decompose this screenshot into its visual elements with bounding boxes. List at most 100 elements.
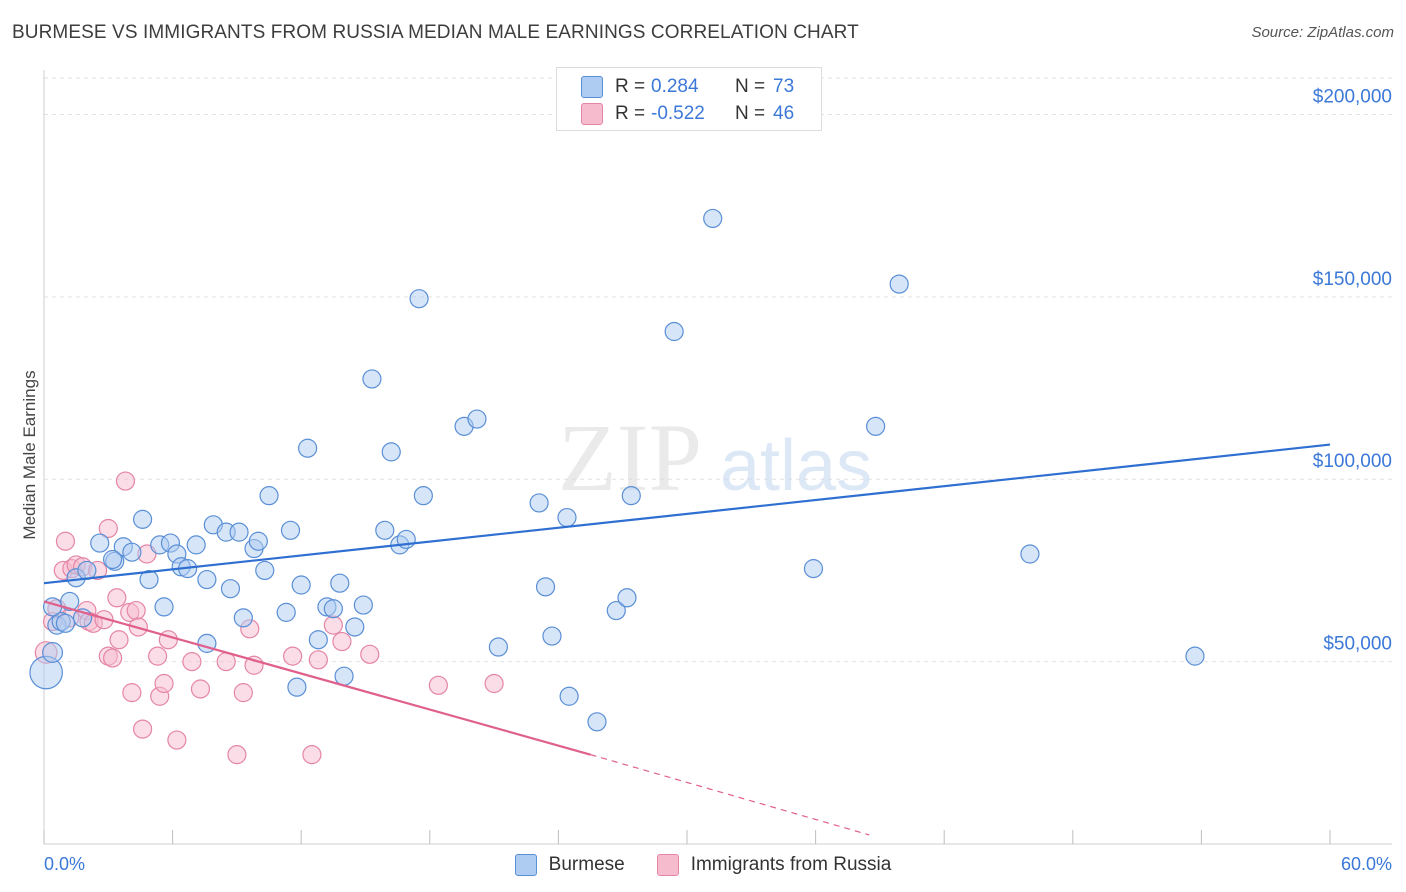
legend-item-burmese[interactable]: Burmese — [514, 854, 625, 876]
burmese-point — [889, 274, 909, 294]
burmese-swatch — [581, 76, 603, 98]
burmese-point — [529, 493, 549, 513]
legend-row-russia: R = -0.522 N = 46 — [581, 101, 794, 127]
burmese-point — [139, 569, 159, 590]
russia-point — [98, 518, 118, 539]
russia-swatch — [581, 103, 603, 125]
burmese-point — [248, 531, 268, 551]
russia-point — [332, 631, 352, 652]
russia-point — [102, 648, 123, 668]
x-tick-label-max: 60.0% — [1341, 854, 1392, 874]
russia-point — [115, 471, 136, 491]
burmese-point — [220, 579, 241, 599]
russia-point — [484, 673, 504, 694]
russia-point — [107, 588, 127, 608]
burmese-point — [866, 416, 886, 436]
n-value: 73 — [773, 76, 795, 97]
burmese-point — [229, 522, 249, 542]
chart-title: BURMESE VS IMMIGRANTS FROM RUSSIA MEDIAN… — [12, 22, 859, 43]
burmese-point — [255, 560, 275, 581]
burmese-point — [330, 573, 350, 593]
russia-point — [190, 679, 211, 699]
russia-point — [302, 745, 322, 765]
burmese-point — [621, 486, 641, 506]
y-tick-labels: $50,000 $100,000 $150,000 $200,000 — [1313, 86, 1392, 654]
legend-row-burmese: R = 0.284 N = 73 — [581, 74, 794, 100]
series-legend: Burmese Immigrants from Russia — [0, 852, 1406, 878]
russia-point — [308, 650, 328, 670]
burmese-point — [154, 597, 174, 617]
burmese-point — [287, 677, 307, 697]
burmese-point — [276, 602, 296, 622]
burmese-point — [345, 617, 365, 637]
burmese-point — [381, 442, 401, 462]
russia-point — [227, 745, 247, 765]
burmese-point — [1185, 646, 1205, 666]
legend-label-russia: Immigrants from Russia — [690, 854, 892, 875]
burmese-point — [413, 486, 433, 506]
russia-trend-line — [43, 600, 591, 756]
burmese-point — [375, 520, 395, 540]
r-label: R = — [615, 76, 646, 97]
burmese-point — [542, 626, 562, 646]
burmese-point — [132, 509, 153, 529]
grid-lines — [44, 77, 1392, 663]
watermark: ZIP atlas — [558, 404, 872, 511]
burmese-point — [803, 559, 824, 579]
burmese-point — [291, 575, 311, 595]
burmese-point — [102, 549, 123, 570]
burmese-point — [557, 507, 577, 528]
burmese-point — [298, 438, 318, 458]
burmese-point — [334, 666, 354, 686]
burmese-point — [1020, 544, 1040, 564]
y-tick-label: $100,000 — [1313, 451, 1392, 472]
russia-point — [428, 675, 448, 695]
y-axis-title: Median Male Earnings — [20, 370, 39, 539]
burmese-point — [559, 686, 579, 706]
burmese-point — [606, 600, 626, 621]
russia-point — [360, 644, 380, 664]
russia-point — [233, 683, 253, 703]
burmese-point — [535, 577, 556, 597]
russia-trend-extension — [590, 754, 870, 836]
russia-point — [167, 730, 187, 750]
russia-point — [55, 531, 76, 551]
burmese-point — [703, 208, 723, 229]
burmese-point — [55, 613, 76, 633]
burmese-point — [280, 520, 301, 540]
burmese-point — [617, 588, 637, 608]
russia-point — [109, 630, 129, 650]
legend-label-burmese: Burmese — [548, 854, 625, 875]
russia-legend-swatch — [656, 854, 679, 876]
n-label: N = — [735, 76, 766, 97]
russia-point — [122, 683, 142, 703]
burmese-trend-line — [43, 443, 1331, 585]
burmese-point — [60, 591, 80, 612]
burmese-point — [488, 637, 508, 657]
russia-point — [154, 673, 174, 694]
burmese-point — [467, 409, 487, 429]
burmese-point — [197, 569, 217, 590]
burmese-legend-swatch — [514, 854, 537, 876]
trend-lines — [43, 443, 1331, 836]
series-immigrants-from-russia — [34, 471, 504, 765]
legend-item-russia[interactable]: Immigrants from Russia — [656, 854, 892, 876]
burmese-point — [90, 533, 110, 553]
source-label: Source: ZipAtlas.com — [1251, 24, 1394, 41]
x-tick-marks — [43, 830, 1331, 844]
x-tick-label-min: 0.0% — [44, 854, 85, 874]
russia-point — [126, 600, 146, 621]
axes — [43, 70, 1392, 845]
n-label: N = — [735, 103, 766, 124]
russia-point — [132, 719, 153, 739]
y-tick-label: $200,000 — [1313, 86, 1392, 107]
y-tick-label: $150,000 — [1313, 269, 1392, 290]
n-value: 46 — [773, 103, 795, 124]
burmese-point — [122, 542, 142, 562]
burmese-point — [362, 369, 382, 389]
russia-point — [147, 646, 168, 666]
burmese-point — [308, 630, 328, 650]
burmese-point — [77, 560, 97, 581]
burmese-point — [259, 486, 279, 506]
watermark-atlas: atlas — [720, 426, 872, 506]
